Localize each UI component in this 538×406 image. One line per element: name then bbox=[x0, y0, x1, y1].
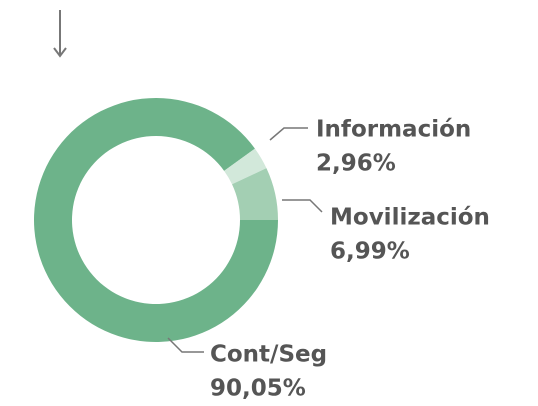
donut-slice bbox=[224, 148, 267, 185]
leader-line bbox=[269, 127, 308, 141]
leader-line bbox=[282, 199, 323, 213]
slice-label: Cont/Seg bbox=[210, 342, 327, 368]
donut-slice bbox=[232, 168, 278, 220]
slice-label: Movilización bbox=[330, 205, 490, 231]
slice-value-label: 2,96% bbox=[316, 151, 396, 177]
slice-value-label: 6,99% bbox=[330, 239, 410, 265]
slice-label: Información bbox=[316, 117, 471, 143]
arrow-icon bbox=[53, 10, 67, 58]
leader-line bbox=[167, 337, 204, 353]
slice-value-label: 90,05% bbox=[210, 376, 306, 402]
donut-slice bbox=[33, 98, 278, 342]
